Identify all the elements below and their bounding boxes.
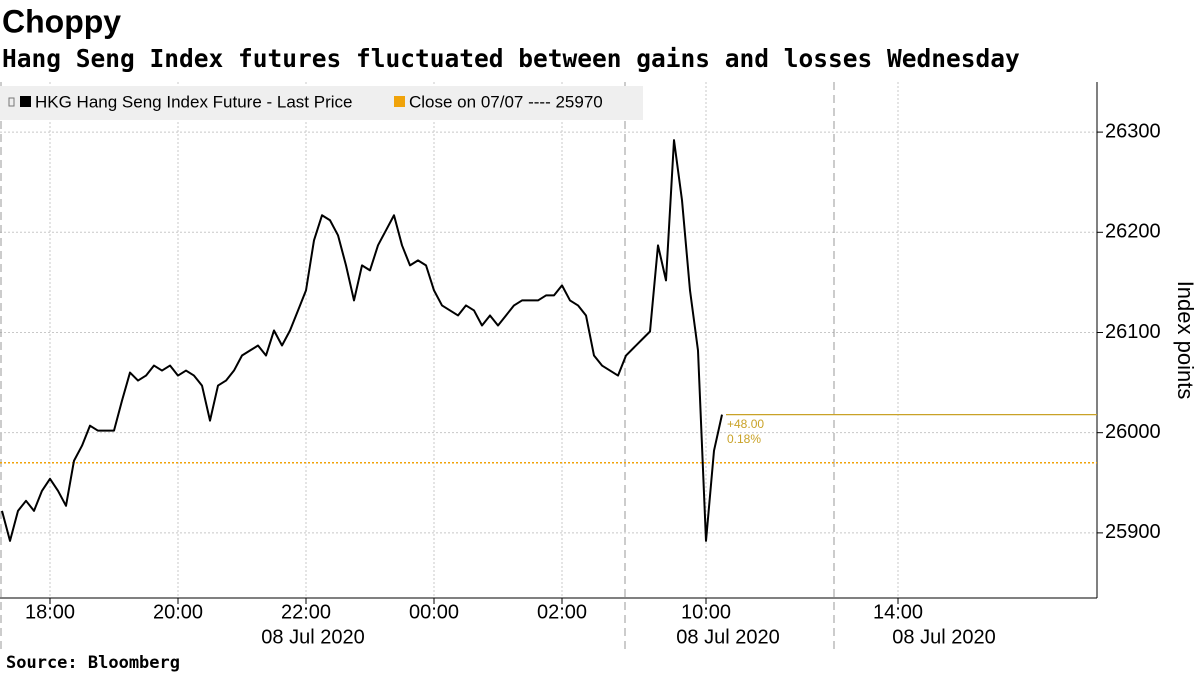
x-tick-label: 14:00 xyxy=(873,601,923,623)
x-tick-label: 22:00 xyxy=(281,601,331,623)
x-tick-label: 18:00 xyxy=(25,601,75,623)
legend-swatch xyxy=(20,96,31,107)
x-tick-label: 02:00 xyxy=(537,601,587,623)
y-tick-label: 26200 xyxy=(1105,221,1161,243)
y-tick-label: 26100 xyxy=(1105,321,1161,343)
x-group-label: 08 Jul 2020 xyxy=(676,626,779,648)
last-price-label: +48.00 xyxy=(727,417,764,431)
source: Source: Bloomberg xyxy=(6,653,180,673)
last-price-label: 0.18% xyxy=(727,432,761,446)
x-tick-label: 20:00 xyxy=(153,601,203,623)
y-axis-label: Index points xyxy=(1173,281,1198,400)
legend-icon xyxy=(8,97,15,107)
x-tick-label: 10:00 xyxy=(681,601,731,623)
x-group-label: 08 Jul 2020 xyxy=(261,626,364,648)
y-tick-label: 26300 xyxy=(1105,120,1161,142)
y-tick-label: 26000 xyxy=(1105,421,1161,443)
y-tick-label: 25900 xyxy=(1105,521,1161,543)
x-tick-label: 00:00 xyxy=(409,601,459,623)
price-line xyxy=(1,139,723,542)
x-group-label: 08 Jul 2020 xyxy=(892,626,995,648)
legend-label: Close on 07/07 ---- 25970 xyxy=(409,92,603,111)
legend-label: HKG Hang Seng Index Future - Last Price xyxy=(35,92,353,111)
chart-subtitle: Hang Seng Index futures fluctuated betwe… xyxy=(2,44,1020,73)
legend-swatch xyxy=(394,96,405,107)
chart-title: Choppy xyxy=(2,3,121,39)
legend-box xyxy=(0,86,643,120)
